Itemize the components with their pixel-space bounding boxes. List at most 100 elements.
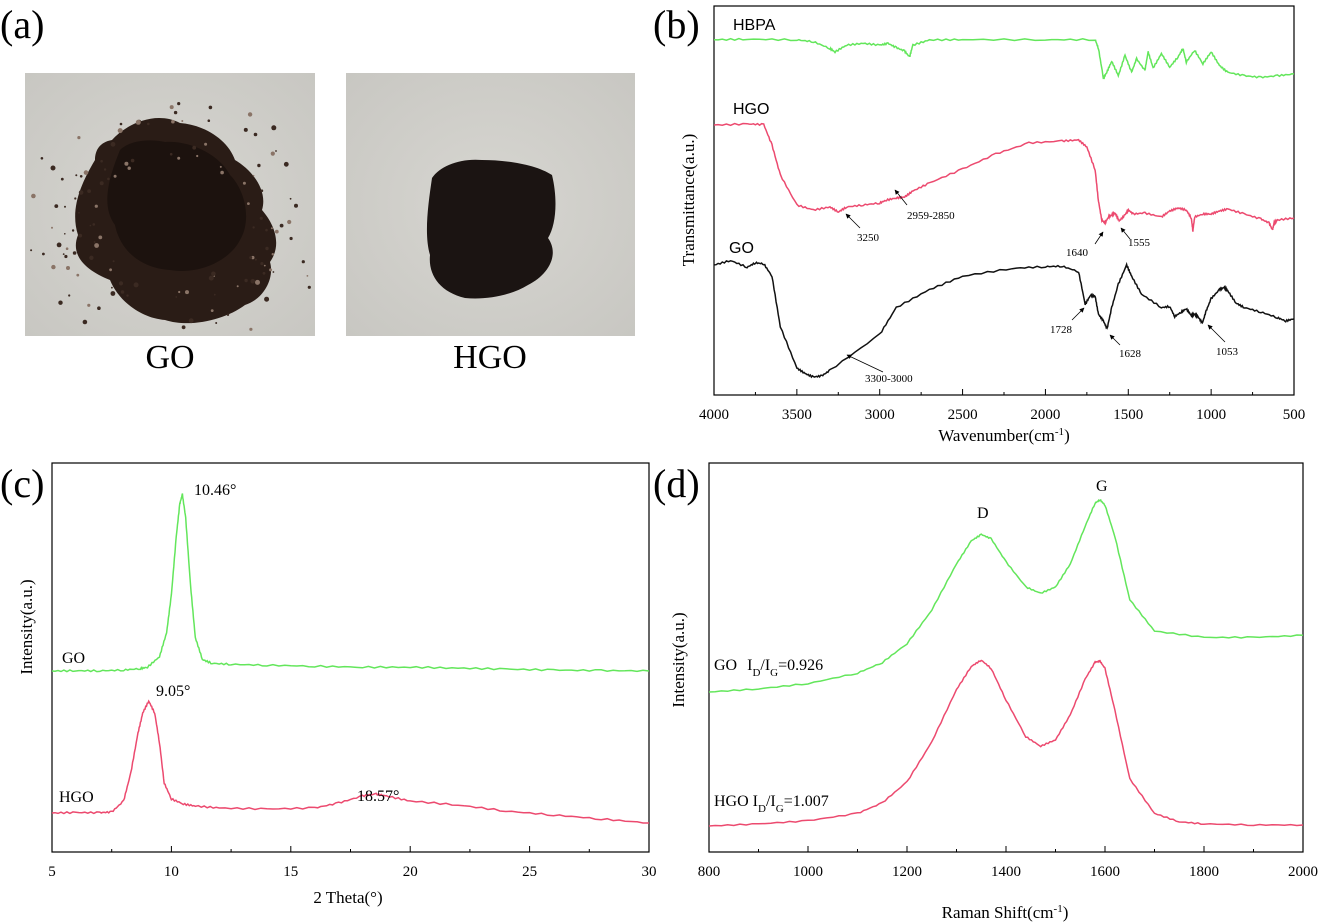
go-speckles [30, 102, 311, 331]
powder-speck [271, 125, 277, 131]
powder-speck [269, 268, 273, 272]
powder-speck [107, 177, 110, 181]
powder-speck [289, 197, 292, 200]
powder-speck [307, 285, 311, 289]
powder-speck [97, 306, 101, 311]
powder-speck [247, 112, 253, 117]
x-tick-label-4000: 4000 [699, 407, 729, 423]
powder-speck [103, 168, 107, 171]
powder-speck [117, 128, 123, 134]
powder-speck [112, 260, 115, 263]
arrow-3250 [845, 213, 861, 229]
ann-1555: 1555 [1128, 237, 1151, 249]
powder-speck [294, 203, 298, 208]
powder-speck [301, 260, 305, 264]
annotations-b: 3250 2959-2850 1640 1555 1728 1628 1053 … [845, 189, 1239, 385]
powder-speck [283, 161, 289, 167]
x-tick-label-2500: 2500 [948, 407, 978, 423]
panel-label-c: (c) [0, 461, 44, 506]
powder-speck [204, 142, 208, 146]
x-axis-c: 5 10 15 20 25 30 [48, 846, 657, 880]
powder-speck [40, 157, 44, 160]
panel-d: (d) 800 1000 1200 1400 1600 1800 2000 Raman Sh… [653, 461, 1318, 922]
ann-3300-3000: 3300-3000 [865, 373, 913, 385]
x-tick-label-2000: 2000 [1288, 864, 1318, 880]
powder-speck [51, 264, 56, 270]
powder-speck [82, 319, 88, 325]
powder-speck [175, 296, 178, 298]
panel-label-d: (d) [653, 461, 700, 506]
powder-speck [110, 291, 116, 296]
powder-speck [124, 161, 129, 166]
powder-speck [192, 145, 197, 150]
powder-speck [72, 251, 77, 255]
x-tick-label-1200: 1200 [892, 864, 922, 880]
powder-speck [178, 290, 181, 294]
powder-speck [75, 174, 78, 177]
photo-hgo-caption: HGO [453, 339, 527, 376]
x-tick-label-5: 5 [48, 864, 56, 880]
powder-speck [177, 156, 181, 160]
powder-speck [289, 236, 293, 241]
series-line-hgo-b [713, 122, 1295, 232]
powder-speck [257, 163, 261, 168]
powder-speck [93, 241, 96, 243]
powder-speck [62, 253, 65, 256]
ann-1728: 1728 [1050, 324, 1073, 336]
powder-speck [215, 322, 218, 324]
arrow-1555 [1120, 227, 1131, 240]
powder-speck [188, 318, 194, 324]
powder-speck [271, 253, 274, 256]
powder-speck [181, 325, 186, 330]
powder-speck [250, 278, 256, 284]
powder-speck [30, 249, 33, 252]
powder-speck [87, 189, 91, 194]
series-label-hbpa: HBPA [733, 17, 776, 34]
photo-go-caption: GO [145, 339, 194, 376]
powder-speck [58, 300, 63, 305]
powder-speck [275, 150, 277, 152]
y-axis-label-b: Transmittance(a.u.) [679, 134, 698, 267]
ann-2959-2850: 2959-2850 [907, 210, 955, 222]
powder-speck [287, 219, 292, 225]
powder-speck [100, 159, 103, 163]
x-axis-d: 800 1000 1200 1400 1600 1800 2000 [698, 846, 1318, 880]
powder-speck [64, 233, 66, 235]
ratio-label-go: GO ID/IG=0.926 [714, 657, 823, 679]
powder-speck [110, 141, 116, 147]
powder-speck [177, 102, 181, 106]
powder-speck [147, 122, 150, 126]
powder-speck [213, 293, 216, 296]
powder-speck [127, 166, 131, 170]
powder-speck [71, 229, 75, 232]
y-axis-label-d: Intensity(a.u.) [669, 612, 688, 707]
powder-speck [66, 266, 70, 270]
powder-speck [260, 189, 264, 192]
powder-speck [220, 170, 224, 175]
powder-speck [253, 132, 258, 137]
powder-speck [94, 204, 98, 208]
powder-speck [68, 294, 71, 297]
powder-speck [272, 271, 275, 273]
powder-speck [242, 181, 246, 185]
peak-label-g: G [1096, 478, 1108, 495]
powder-speck [92, 223, 96, 226]
x-tick-label-10: 10 [164, 864, 179, 880]
x-axis-label-c: 2 Theta(°) [313, 888, 382, 907]
x-tick-label-15: 15 [283, 864, 298, 880]
ratio-label-hgo: HGO ID/IG=1.007 [714, 793, 829, 815]
powder-speck [265, 228, 268, 232]
powder-speck [279, 223, 284, 228]
x-tick-label-2000: 2000 [1030, 407, 1060, 423]
powder-speck [87, 303, 91, 307]
powder-speck [51, 226, 53, 229]
arrow-1628 [1109, 334, 1121, 346]
x-tick-label-1000: 1000 [793, 864, 823, 880]
powder-speck [50, 165, 56, 171]
hgo-powder-pile [426, 159, 556, 299]
powder-speck [252, 226, 255, 229]
powder-speck [169, 152, 173, 156]
powder-speck [31, 193, 36, 199]
x-tick-label-1600: 1600 [1090, 864, 1120, 880]
powder-speck [259, 216, 263, 220]
